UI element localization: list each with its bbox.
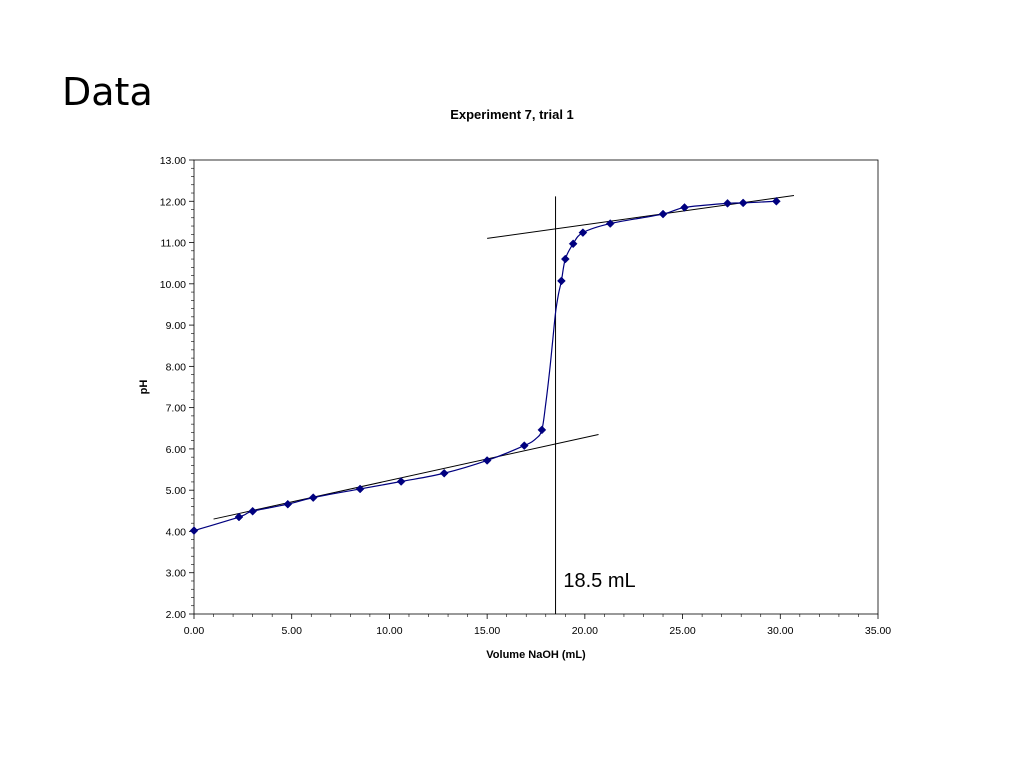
data-point: [680, 203, 689, 212]
data-point: [578, 228, 588, 237]
x-axis-label: Volume NaOH (mL): [486, 649, 586, 661]
data-series: [189, 196, 781, 535]
tangent-line: [213, 433, 599, 520]
data-point: [738, 198, 748, 208]
x-tick-label: 20.00: [572, 625, 598, 637]
y-tick-label: 5.00: [166, 485, 187, 497]
slide-title: Data: [62, 70, 153, 114]
data-point: [248, 506, 257, 516]
titration-curve: [193, 200, 777, 532]
y-axis-label: pH: [138, 380, 150, 395]
data-point: [537, 425, 547, 435]
data-point: [439, 468, 449, 478]
data-point: [234, 512, 244, 522]
y-tick-label: 3.00: [166, 568, 187, 580]
tick-labels: 2.00 3.00 4.00 5.00 6.00 7.00 8.00 9.00 10.00 11.…: [160, 155, 892, 637]
data-point: [658, 209, 668, 219]
data-point: [355, 484, 365, 494]
data-point: [605, 219, 615, 228]
data-point: [396, 477, 406, 486]
x-tick-label: 0.00: [184, 625, 205, 637]
data-point: [283, 499, 293, 509]
data-point: [557, 276, 566, 286]
y-tick-label: 11.00: [161, 238, 187, 250]
x-tick-label: 10.00: [376, 625, 402, 637]
endpoint-annotation: 18.5 mL: [563, 570, 635, 592]
y-tick-label: 2.00: [166, 609, 187, 621]
x-tick-label: 25.00: [669, 625, 695, 637]
y-tick-label: 10.00: [160, 279, 186, 291]
chart-title: Experiment 7, trial 1: [450, 107, 574, 122]
y-tick-label: 12.00: [160, 196, 186, 208]
data-point: [519, 441, 529, 450]
x-tick-label: 30.00: [767, 625, 793, 637]
data-point: [723, 198, 732, 208]
data-point: [482, 456, 492, 465]
y-tick-label: 9.00: [166, 320, 187, 332]
x-tick-label: 35.00: [865, 625, 891, 637]
data-point: [308, 493, 318, 502]
data-point: [772, 196, 781, 206]
y-tick-label: 8.00: [166, 361, 187, 373]
y-tick-label: 6.00: [166, 444, 187, 456]
x-tick-label: 15.00: [474, 625, 500, 637]
data-point: [560, 254, 570, 264]
plot-area: [193, 159, 879, 615]
x-tick-label: 5.00: [281, 625, 302, 637]
y-tick-label: 4.00: [166, 526, 187, 538]
data-point: [189, 526, 199, 535]
data-point: [568, 239, 578, 249]
y-tick-label: 7.00: [166, 403, 187, 415]
y-tick-label: 13.00: [160, 155, 186, 167]
